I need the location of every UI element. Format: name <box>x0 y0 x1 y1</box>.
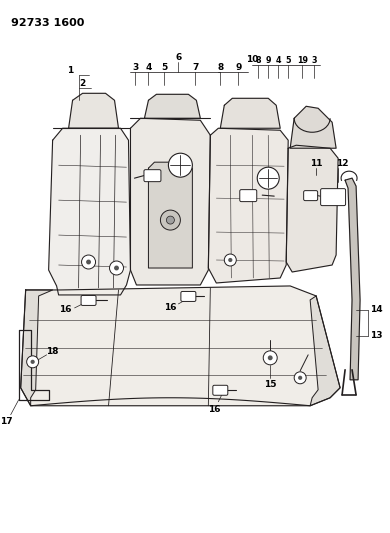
Text: 92733 1600: 92733 1600 <box>11 19 84 28</box>
Polygon shape <box>49 128 131 295</box>
FancyBboxPatch shape <box>144 169 161 182</box>
Circle shape <box>257 167 279 189</box>
Text: 16: 16 <box>164 303 177 312</box>
Text: 8: 8 <box>217 63 223 72</box>
Text: 7: 7 <box>192 63 199 72</box>
Text: 12: 12 <box>336 159 348 168</box>
Circle shape <box>168 153 192 177</box>
Text: 14: 14 <box>370 305 382 314</box>
FancyBboxPatch shape <box>321 189 346 206</box>
Polygon shape <box>286 145 338 272</box>
Circle shape <box>160 210 181 230</box>
Circle shape <box>82 255 96 269</box>
Text: 13: 13 <box>370 332 382 341</box>
Polygon shape <box>21 290 53 406</box>
Polygon shape <box>144 94 200 118</box>
FancyBboxPatch shape <box>240 190 257 201</box>
Text: 3: 3 <box>311 56 317 65</box>
Polygon shape <box>149 162 192 268</box>
Circle shape <box>228 258 232 262</box>
Text: 9: 9 <box>266 56 271 65</box>
Polygon shape <box>21 286 340 406</box>
Polygon shape <box>131 118 210 285</box>
Text: 10: 10 <box>246 55 259 64</box>
FancyBboxPatch shape <box>304 191 317 200</box>
Text: 16: 16 <box>208 405 221 414</box>
Circle shape <box>167 216 174 224</box>
Text: 3: 3 <box>132 63 138 72</box>
Polygon shape <box>290 106 336 148</box>
Circle shape <box>110 261 124 275</box>
Circle shape <box>263 351 277 365</box>
Text: 19: 19 <box>297 56 308 65</box>
Text: 18: 18 <box>46 348 59 357</box>
FancyBboxPatch shape <box>213 385 228 395</box>
Polygon shape <box>310 296 340 406</box>
Circle shape <box>114 265 119 270</box>
Text: 11: 11 <box>310 159 323 168</box>
Text: 4: 4 <box>145 63 152 72</box>
Text: 6: 6 <box>175 53 181 62</box>
Circle shape <box>27 356 39 368</box>
Polygon shape <box>208 128 288 283</box>
FancyBboxPatch shape <box>181 292 196 302</box>
Text: 5: 5 <box>285 56 291 65</box>
Text: 15: 15 <box>264 380 277 389</box>
Text: 8: 8 <box>255 56 261 65</box>
Text: 16: 16 <box>59 305 72 314</box>
Text: 9: 9 <box>235 63 241 72</box>
Polygon shape <box>220 98 280 128</box>
Circle shape <box>86 260 91 264</box>
Text: 1: 1 <box>67 66 74 75</box>
Circle shape <box>294 372 306 384</box>
Circle shape <box>298 376 302 380</box>
Text: 2: 2 <box>80 79 86 88</box>
Text: 17: 17 <box>0 417 13 426</box>
Circle shape <box>30 360 35 364</box>
Circle shape <box>224 254 236 266</box>
Polygon shape <box>69 93 119 128</box>
Text: 4: 4 <box>275 56 281 65</box>
Polygon shape <box>345 178 360 380</box>
Circle shape <box>268 356 273 360</box>
Text: 5: 5 <box>161 63 168 72</box>
FancyBboxPatch shape <box>81 295 96 305</box>
